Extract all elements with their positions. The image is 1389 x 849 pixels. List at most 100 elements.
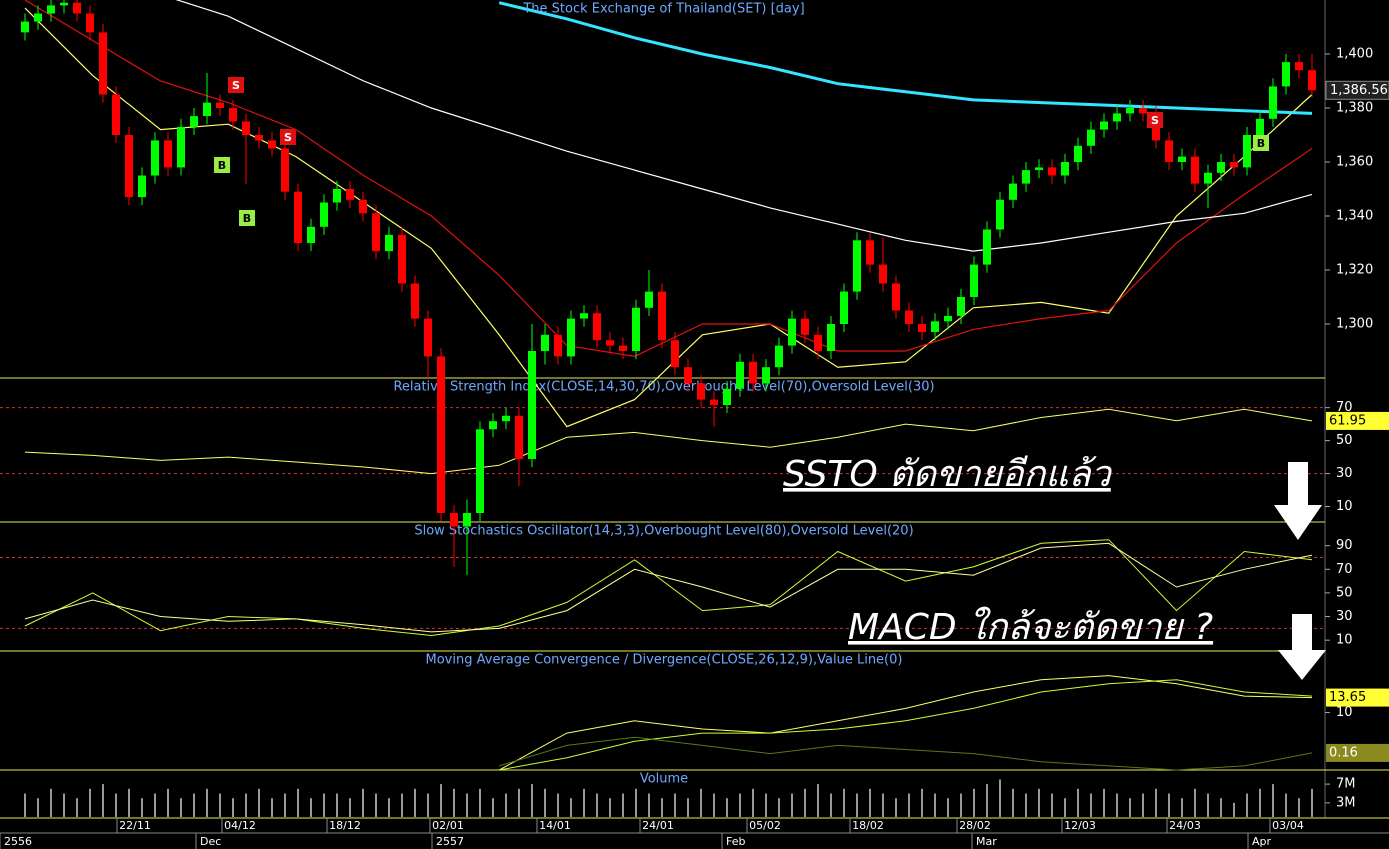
- value-tag: [1326, 688, 1389, 707]
- candle-body: [788, 318, 796, 346]
- candle-body: [437, 356, 445, 513]
- candle-body: [307, 226, 315, 243]
- candle-body: [398, 234, 406, 284]
- candle-body: [671, 340, 679, 368]
- y-tick-label: 70: [1336, 400, 1353, 415]
- candle-body: [242, 121, 250, 135]
- candle-body: [606, 340, 614, 346]
- candle-body: [1087, 129, 1095, 146]
- candle-body: [1243, 135, 1251, 168]
- y-tick-label: 30: [1336, 466, 1353, 481]
- candle-body: [281, 148, 289, 192]
- candle-body: [1074, 145, 1082, 162]
- y-tick-label: 3M: [1336, 795, 1356, 810]
- candle-body: [346, 189, 354, 200]
- signal-label: S: [284, 131, 292, 144]
- candle-body: [996, 199, 1004, 230]
- y-tick-label: 50: [1336, 433, 1353, 448]
- candle-body: [684, 367, 692, 384]
- y-tick-label: 10: [1336, 633, 1353, 648]
- candle-body: [762, 367, 770, 384]
- x-tick-label: 12/03: [1064, 819, 1096, 832]
- x-tick-label: 03/04: [1272, 819, 1304, 832]
- candle-body: [1256, 118, 1264, 135]
- x-tick-label: 04/12: [224, 819, 256, 832]
- panels: 1,300 1,320 1,340 1,360 1,380 1,400 1,386.56 Re…: [0, 47, 1389, 849]
- candle-body: [892, 283, 900, 311]
- candle-body: [905, 310, 913, 324]
- candle-body: [1126, 108, 1134, 114]
- candle-body: [21, 21, 29, 33]
- candle-body: [658, 291, 666, 341]
- y-tick-label: 1,320: [1336, 263, 1373, 278]
- candle-body: [840, 291, 848, 324]
- y-tick-label: 30: [1336, 609, 1353, 624]
- candle-body: [502, 415, 510, 422]
- candle-body: [515, 415, 523, 459]
- candle-body: [1048, 167, 1056, 176]
- period-label: 2557: [436, 835, 464, 848]
- candle-body: [1113, 113, 1121, 122]
- value-tag-label: 13.65: [1329, 690, 1366, 705]
- moving-average: [498, 1, 1313, 115]
- candle-body: [164, 140, 172, 168]
- candle-body: [359, 199, 367, 214]
- candle-body: [567, 318, 575, 357]
- candle-body: [957, 297, 965, 316]
- candle-body: [970, 264, 978, 297]
- y-tick-label: 90: [1336, 538, 1353, 553]
- signal-marker: [280, 129, 296, 145]
- indicator-line: [499, 679, 1313, 771]
- candle-body: [801, 318, 809, 335]
- candle-body: [1295, 62, 1303, 71]
- signal-marker: [214, 157, 230, 173]
- candle-body: [528, 351, 536, 459]
- candle-body: [983, 229, 991, 265]
- annotation: SSTO ตัดขายอีกแล้ว: [783, 454, 1113, 495]
- candle-body: [112, 94, 120, 135]
- panel-title: Moving Average Convergence / Divergence(…: [426, 653, 903, 668]
- indicator-line: [499, 736, 1313, 771]
- signal-label: B: [243, 212, 251, 225]
- candle-body: [554, 334, 562, 357]
- value-tag-label: 0.16: [1329, 745, 1358, 760]
- signal-label: S: [232, 79, 240, 92]
- x-tick-label: 28/02: [959, 819, 991, 832]
- panel-title: Volume: [640, 772, 688, 787]
- value-tag: [1326, 411, 1389, 430]
- candle-body: [853, 240, 861, 292]
- indicator-line: [24, 408, 1313, 475]
- signal-label: B: [218, 159, 226, 172]
- candle-body: [1178, 156, 1186, 162]
- signal-label: B: [1257, 137, 1265, 150]
- y-tick-label: 70: [1336, 562, 1353, 577]
- candle-body: [203, 102, 211, 117]
- period-label: Apr: [1252, 835, 1272, 848]
- x-tick-label: 02/01: [432, 819, 464, 832]
- candle-body: [866, 240, 874, 265]
- y-tick-label: 1,300: [1336, 317, 1373, 332]
- panel-title: Relative Strength Index(CLOSE,14,30,70),…: [393, 380, 934, 395]
- candle-body: [320, 202, 328, 227]
- candle-body: [229, 108, 237, 122]
- candle-body: [1191, 156, 1199, 184]
- x-tick-label: 14/01: [539, 819, 571, 832]
- candle-body: [463, 513, 471, 527]
- arrow: [1274, 462, 1322, 540]
- signal-marker: [1147, 112, 1163, 128]
- candle-body: [1022, 170, 1030, 184]
- panel-title: Slow Stochastics Oscillator(14,3,3),Over…: [414, 524, 913, 539]
- candle-body: [827, 324, 835, 351]
- x-tick-label: 24/01: [642, 819, 674, 832]
- y-tick-label: 50: [1336, 585, 1353, 600]
- candle-body: [1139, 108, 1147, 114]
- candle-body: [931, 321, 939, 333]
- candle-body: [99, 32, 107, 95]
- candle-body: [47, 5, 55, 14]
- period-label: 2556: [4, 835, 32, 848]
- candle-body: [255, 135, 263, 141]
- candle-body: [411, 283, 419, 319]
